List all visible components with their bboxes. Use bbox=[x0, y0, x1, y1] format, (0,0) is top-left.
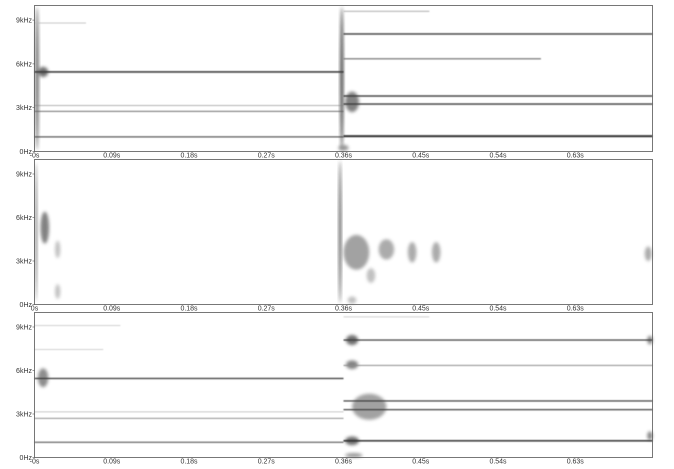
energy-blob bbox=[366, 268, 376, 283]
spectrogram-content bbox=[35, 160, 652, 304]
x-tick-label: 0.36s bbox=[335, 459, 353, 466]
y-tick-label: 0Hz bbox=[20, 455, 33, 462]
x-tick-label: 0.18s bbox=[180, 459, 198, 466]
energy-blob bbox=[338, 144, 349, 151]
frequency-band bbox=[34, 441, 344, 443]
x-tick-label: 0.09s bbox=[103, 153, 121, 160]
energy-blob bbox=[378, 239, 395, 260]
frequency-band bbox=[343, 95, 653, 97]
x-tick-label: 0.18s bbox=[180, 306, 198, 313]
x-tick-label: 0.27s bbox=[258, 153, 276, 160]
frequency-band bbox=[34, 411, 344, 413]
spectrogram-panel-bottom: -0s 0.09s 0.18s 0.27s 0.36s 0.45s 0.54s 0.63s 0H… bbox=[16, 312, 653, 466]
x-tick-label: -0s bbox=[30, 153, 40, 160]
y-tick-label: 9kHz bbox=[16, 324, 32, 331]
energy-blob bbox=[35, 163, 38, 301]
energy-blob bbox=[345, 91, 359, 113]
x-tick-label: 0.45s bbox=[412, 459, 430, 466]
frequency-band bbox=[343, 58, 541, 60]
panel-frame bbox=[34, 159, 653, 305]
energy-blob bbox=[352, 393, 387, 420]
frequency-band bbox=[34, 71, 344, 73]
energy-blob bbox=[55, 284, 61, 299]
y-tick-label: 3kHz bbox=[16, 411, 32, 418]
y-tick-label: 0Hz bbox=[20, 149, 33, 156]
frequency-band bbox=[34, 377, 344, 380]
frequency-band bbox=[34, 349, 104, 350]
x-tick-label: 0.45s bbox=[412, 306, 430, 313]
energy-blob bbox=[407, 242, 417, 263]
energy-blob bbox=[340, 6, 344, 151]
frequency-band bbox=[34, 417, 344, 419]
frequency-band bbox=[343, 440, 653, 442]
x-tick-label: 0.18s bbox=[180, 153, 198, 160]
x-tick-label: 0.27s bbox=[258, 306, 276, 313]
y-tick-label: 6kHz bbox=[16, 61, 32, 68]
x-tick-label: 0.27s bbox=[258, 459, 276, 466]
x-tick-label: 0.54s bbox=[489, 153, 507, 160]
frequency-band bbox=[34, 136, 344, 138]
panel-frame bbox=[34, 5, 653, 152]
x-tick-label: 0.09s bbox=[103, 306, 121, 313]
frequency-band bbox=[343, 103, 653, 105]
x-tick-label: 0.63s bbox=[567, 306, 585, 313]
frequency-band bbox=[343, 316, 430, 318]
x-tick-label: 0.45s bbox=[412, 153, 430, 160]
x-tick-label: 0.54s bbox=[489, 306, 507, 313]
energy-blob bbox=[346, 360, 359, 370]
x-tick-label: 0.36s bbox=[335, 306, 353, 313]
y-tick-label: 6kHz bbox=[16, 215, 32, 222]
energy-blob bbox=[431, 242, 441, 263]
y-tick-label: 9kHz bbox=[16, 171, 32, 178]
y-tick-label: 3kHz bbox=[16, 258, 32, 265]
spectrogram-panel-middle: 0s 0.09s 0.18s 0.27s 0.36s 0.45s 0.54s 0.63s 0Hz… bbox=[16, 159, 653, 313]
frequency-band bbox=[34, 110, 344, 112]
frequency-band bbox=[343, 339, 653, 341]
x-tick-label: 0.09s bbox=[103, 459, 121, 466]
x-tick-label: 0.54s bbox=[489, 459, 507, 466]
spectrogram-content bbox=[34, 316, 653, 458]
x-tick-label: 0.36s bbox=[335, 153, 353, 160]
panel-frame bbox=[34, 312, 653, 458]
spectrogram-panel-top: -0s 0.09s 0.18s 0.27s 0.36s 0.45s 0.54s 0.63s 0H… bbox=[16, 5, 653, 160]
y-tick-label: 6kHz bbox=[16, 368, 32, 375]
x-tick-label: 0s bbox=[31, 306, 39, 313]
frequency-band bbox=[343, 10, 430, 12]
y-tick-label: 0Hz bbox=[20, 302, 33, 309]
frequency-band bbox=[343, 135, 653, 138]
energy-blob bbox=[338, 160, 342, 304]
x-tick-label: 0.63s bbox=[567, 459, 585, 466]
spectrogram-content bbox=[34, 6, 653, 151]
frequency-band bbox=[34, 325, 121, 326]
frequency-band bbox=[343, 364, 653, 366]
x-tick-label: 0.63s bbox=[567, 153, 585, 160]
energy-blob bbox=[55, 240, 61, 259]
y-tick-label: 9kHz bbox=[16, 18, 32, 25]
frequency-band bbox=[34, 105, 344, 106]
energy-blob bbox=[343, 234, 370, 270]
frequency-band bbox=[34, 22, 86, 24]
energy-blob bbox=[37, 368, 49, 388]
x-tick-label: -0s bbox=[30, 459, 40, 466]
energy-blob bbox=[647, 431, 653, 441]
energy-blob bbox=[345, 453, 363, 458]
y-tick-label: 3kHz bbox=[16, 105, 32, 112]
frequency-band bbox=[343, 400, 653, 402]
energy-blob bbox=[644, 246, 652, 261]
energy-blob bbox=[40, 211, 50, 244]
frequency-band bbox=[343, 33, 653, 35]
energy-blob bbox=[347, 296, 357, 304]
energy-blob bbox=[35, 6, 39, 151]
frequency-band bbox=[343, 409, 653, 411]
